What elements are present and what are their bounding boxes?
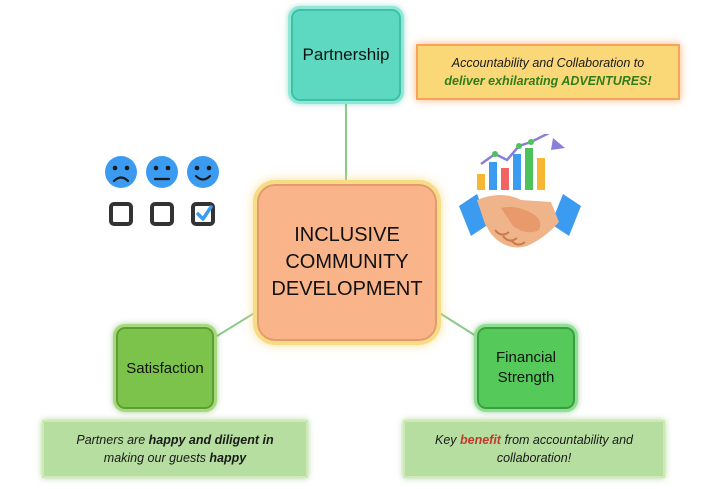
financial-callout: Key benefit from accountability and coll… <box>403 420 665 478</box>
partnership-label: Partnership <box>302 45 390 64</box>
center-line1: INCLUSIVE <box>294 224 400 246</box>
financial-callout-part2: benefit <box>460 433 501 447</box>
partnership-callout-line2: deliver exhilarating ADVENTURES! <box>444 74 652 88</box>
connector-satisfaction <box>216 311 257 337</box>
satisfaction-callout-part2: happy and diligent in <box>148 433 274 447</box>
financial-callout-part4: collaboration! <box>496 451 572 465</box>
partnership-callout: Accountability and Collaboration to deli… <box>416 44 680 100</box>
satisfaction-survey-icon <box>105 156 219 226</box>
satisfaction-callout-part3: making our guests <box>103 451 210 465</box>
satisfaction-label: Satisfaction <box>126 359 204 377</box>
satisfaction-callout-part1: Partners are <box>76 433 149 447</box>
handshake-growth-icon <box>459 134 581 248</box>
center-line3: DEVELOPMENT <box>271 278 423 300</box>
partnership-callout-line1: Accountability and Collaboration to <box>451 56 645 70</box>
financial-callout-part3: from accountability and <box>500 433 633 447</box>
financial-node: Financial Strength <box>474 324 578 412</box>
connector-financial <box>437 311 477 337</box>
partnership-node: Partnership <box>288 6 404 104</box>
satisfaction-node: Satisfaction <box>113 324 217 412</box>
financial-callout-part1: Key <box>434 433 460 447</box>
satisfaction-callout-part4: happy <box>209 451 247 465</box>
center-node: INCLUSIVE COMMUNITY DEVELOPMENT <box>253 180 441 345</box>
satisfaction-callout: Partners are happy and diligent in makin… <box>42 420 308 478</box>
financial-line1: Financial <box>495 349 557 366</box>
financial-line2: Strength <box>497 369 555 386</box>
center-line2: COMMUNITY <box>285 251 409 273</box>
